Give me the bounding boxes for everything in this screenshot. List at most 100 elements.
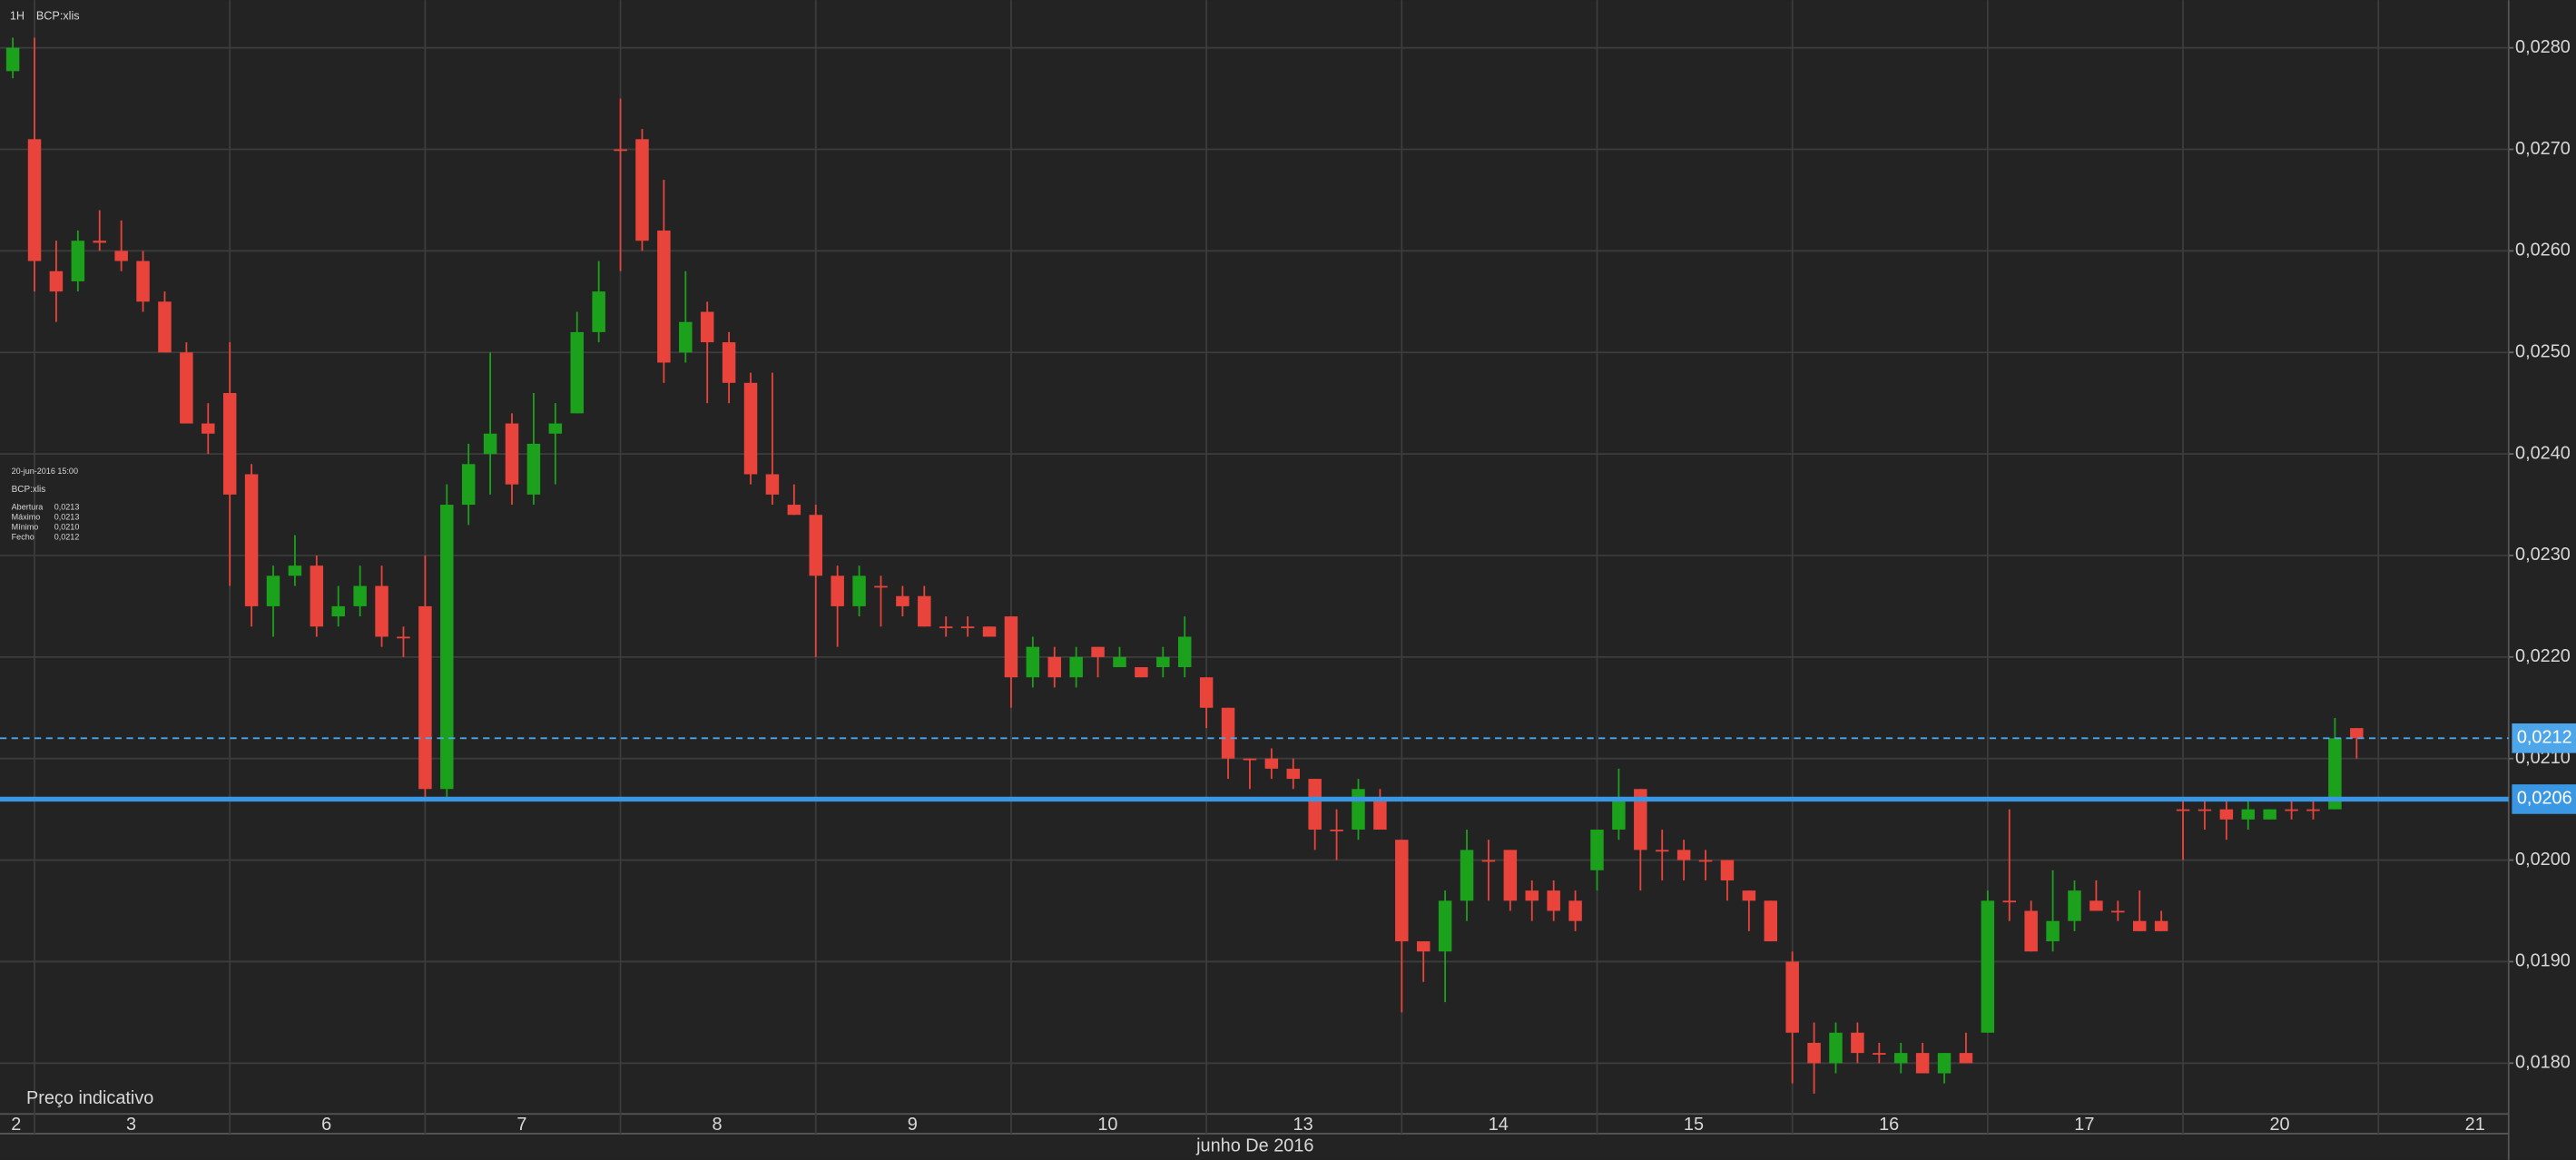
y-tick-label: 0,0230 <box>2515 545 2571 565</box>
x-axis-title: junho De 2016 <box>1195 1136 1313 1156</box>
candle-body <box>1742 890 1756 901</box>
x-tick-label: 17 <box>2074 1115 2094 1135</box>
y-tick-label: 0,0200 <box>2515 850 2571 870</box>
x-tick-label: 2 <box>11 1115 21 1135</box>
candle-body <box>700 311 714 343</box>
candle-body <box>397 636 410 639</box>
candle-body <box>1156 656 1170 668</box>
y-tick-label: 0,0240 <box>2515 443 2571 463</box>
candle-body <box>831 575 844 606</box>
candle-body <box>1286 768 1300 780</box>
candle-body <box>1438 900 1452 952</box>
candle-body <box>5 47 20 72</box>
candle-body <box>1481 860 1496 862</box>
x-tick-label: 16 <box>1879 1115 1899 1135</box>
candle-body <box>614 149 627 152</box>
info-label: Fecho <box>12 532 34 541</box>
candle-body <box>2068 890 2081 921</box>
candle-body <box>874 585 888 588</box>
x-tick-label: 14 <box>1489 1115 1509 1135</box>
candle-body <box>49 270 64 292</box>
x-tick-label: 8 <box>713 1115 723 1135</box>
candle-body <box>158 301 172 353</box>
footer-note: Preço indicativo <box>26 1088 153 1108</box>
candle-body <box>440 505 454 790</box>
info-label: Abertura <box>12 503 44 512</box>
candle-body <box>1981 900 1995 1033</box>
x-tick-label: 21 <box>2465 1115 2485 1135</box>
candle-body <box>2197 809 2212 811</box>
candle-body <box>1568 900 1582 921</box>
info-symbol: BCP:xlis <box>12 485 46 495</box>
y-tick-label: 0,0260 <box>2515 241 2571 261</box>
x-tick-label: 10 <box>1097 1115 1117 1135</box>
candle-body <box>1937 1053 1952 1074</box>
x-tick-label: 6 <box>321 1115 331 1135</box>
candle-body <box>1221 707 1235 759</box>
candle-body <box>1069 656 1083 678</box>
info-value: 0,0210 <box>54 522 80 531</box>
x-tick-label: 20 <box>2269 1115 2289 1135</box>
candle-body <box>2263 809 2276 820</box>
candle-body <box>1047 656 1061 678</box>
candle-body <box>722 342 736 383</box>
candle-body <box>136 261 150 302</box>
candle-body <box>353 585 367 606</box>
candle-body <box>679 321 693 353</box>
candles: 0,0212 0,0206 <box>0 37 2576 1094</box>
candle-body <box>1177 636 1192 668</box>
y-tick-label: 0,0180 <box>2515 1053 2571 1073</box>
candle-body <box>375 585 388 637</box>
candle-body <box>1243 758 1257 761</box>
candle-body <box>310 565 324 627</box>
candle-body <box>418 605 432 790</box>
candle-body <box>1807 1042 1821 1064</box>
candle-body <box>1352 789 1365 831</box>
candle-body <box>1460 850 1474 901</box>
candle-body <box>1676 850 1691 860</box>
info-value: 0,0213 <box>54 503 80 512</box>
candle-body <box>2306 809 2320 811</box>
x-tick-label: 13 <box>1293 1115 1313 1135</box>
candle-body <box>1004 616 1018 678</box>
candle-body <box>1547 890 1560 911</box>
candle-body <box>331 605 345 617</box>
candle-body <box>635 139 649 241</box>
candle-body <box>1199 677 1214 708</box>
y-tick-label: 0,0250 <box>2515 342 2571 362</box>
candle-body <box>1373 799 1387 831</box>
candle-body <box>548 423 563 434</box>
candle-body <box>570 331 584 414</box>
info-box: Abertura 0,0213 Máximo 0,0213 Mínimo 0,0210 Fe… <box>12 503 80 542</box>
candle-body <box>1091 646 1105 657</box>
candle-body <box>1764 900 1778 942</box>
candle-body <box>1525 890 1539 901</box>
candle-body <box>244 474 259 606</box>
info-value: 0,0213 <box>54 513 80 522</box>
candle-body <box>1959 1053 1973 1064</box>
candle-body <box>765 474 780 495</box>
candle-body <box>2132 920 2147 931</box>
info-label: Mínimo <box>12 522 39 531</box>
candle-body <box>1503 850 1518 901</box>
candle-body <box>1698 860 1713 862</box>
candle-body <box>2024 910 2038 952</box>
candle-body <box>505 423 519 485</box>
x-tick-label: 3 <box>126 1115 136 1135</box>
candle-body <box>2241 809 2256 820</box>
candle-body <box>1264 758 1279 769</box>
candle-body <box>743 382 758 475</box>
info-label: Máximo <box>12 513 41 522</box>
info-time: 20-jun-2016 15:00 <box>12 467 78 476</box>
candle-body <box>1785 961 1799 1033</box>
candle-body <box>222 393 237 495</box>
candle-body <box>2350 728 2364 739</box>
symbol: BCP:xlis <box>36 10 80 23</box>
candle-body <box>982 626 997 637</box>
candle-body <box>1829 1032 1843 1064</box>
candle-body <box>809 515 822 576</box>
price-badge-label: 0,0206 <box>2517 789 2572 809</box>
candle-body <box>2089 900 2103 911</box>
